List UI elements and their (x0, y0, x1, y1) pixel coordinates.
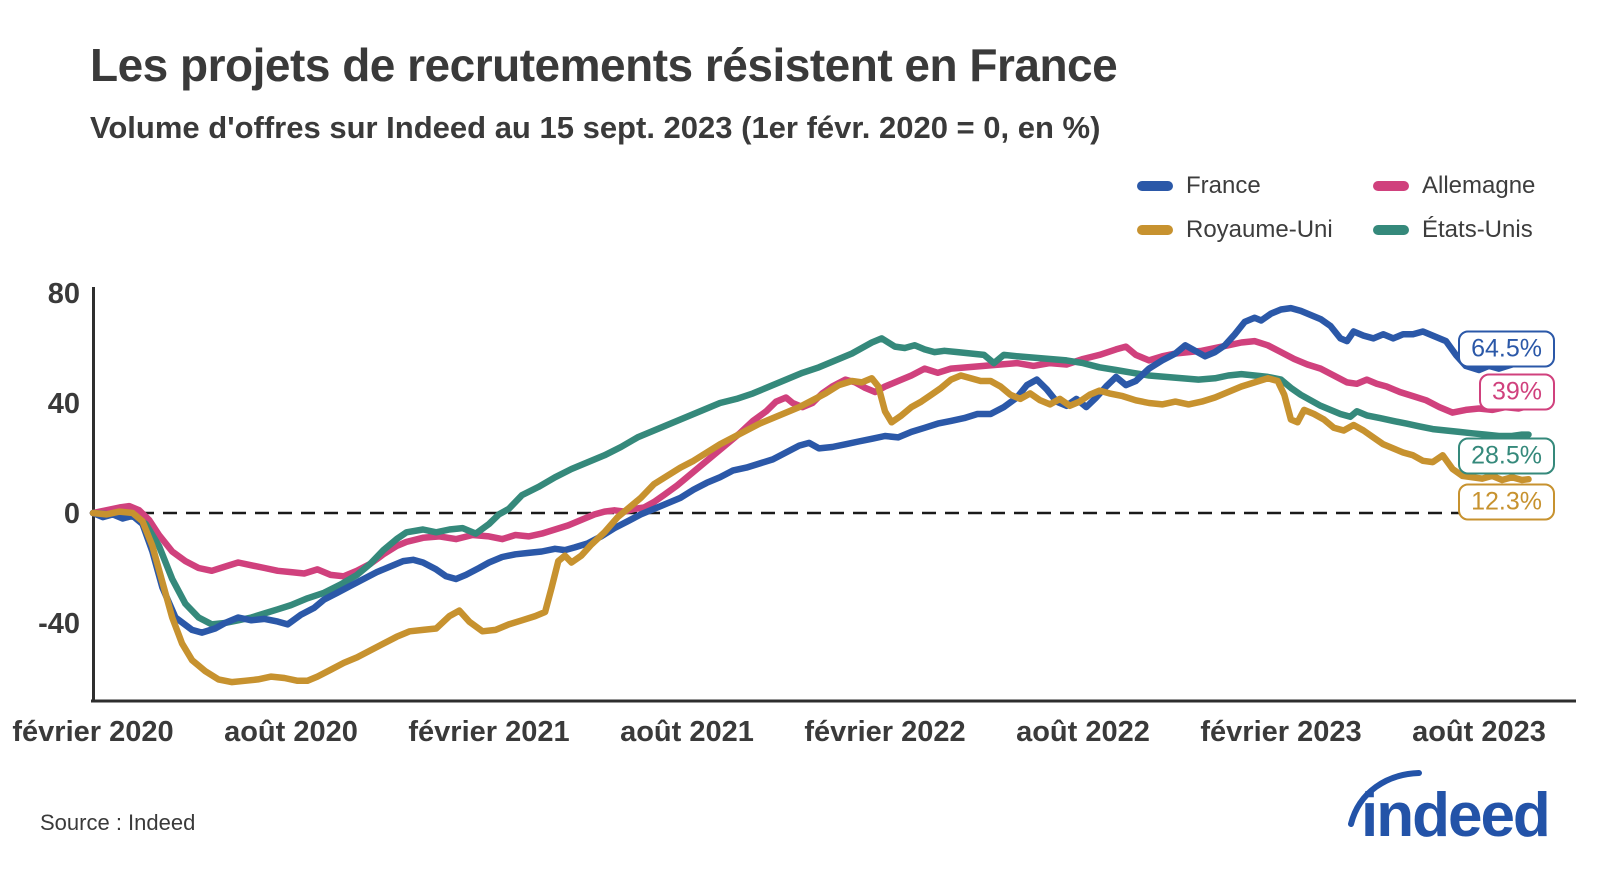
chart-title: Les projets de recrutements résistent en… (90, 39, 1118, 91)
y-tick-label: 40 (48, 388, 80, 420)
source-note: Source : Indeed (40, 810, 196, 835)
chart-subtitle: Volume d'offres sur Indeed au 15 sept. 2… (90, 110, 1101, 145)
x-tick-label: août 2020 (224, 716, 358, 748)
x-tick-label: février 2023 (1200, 716, 1361, 748)
indeed-swoosh-icon (1348, 770, 1422, 827)
x-tick-label: août 2022 (1016, 716, 1150, 748)
indeed-logo: indeed (1335, 768, 1585, 863)
x-tick-label: août 2021 (620, 716, 754, 748)
y-tick-label: 0 (64, 498, 80, 530)
series-line-royaume-uni (89, 372, 1532, 686)
x-tick-label: février 2021 (408, 716, 569, 748)
y-tick-label: -40 (38, 608, 80, 640)
indeed-logo-text: indeed (1361, 781, 1551, 850)
series-line-etats-unis (89, 335, 1532, 628)
x-tick-label: février 2022 (804, 716, 965, 748)
series-line-france (89, 304, 1532, 636)
x-tick-label: août 2023 (1412, 716, 1546, 748)
y-tick-label: 80 (48, 278, 80, 310)
series-line-allemagne (89, 337, 1532, 580)
x-tick-label: février 2020 (12, 716, 173, 748)
